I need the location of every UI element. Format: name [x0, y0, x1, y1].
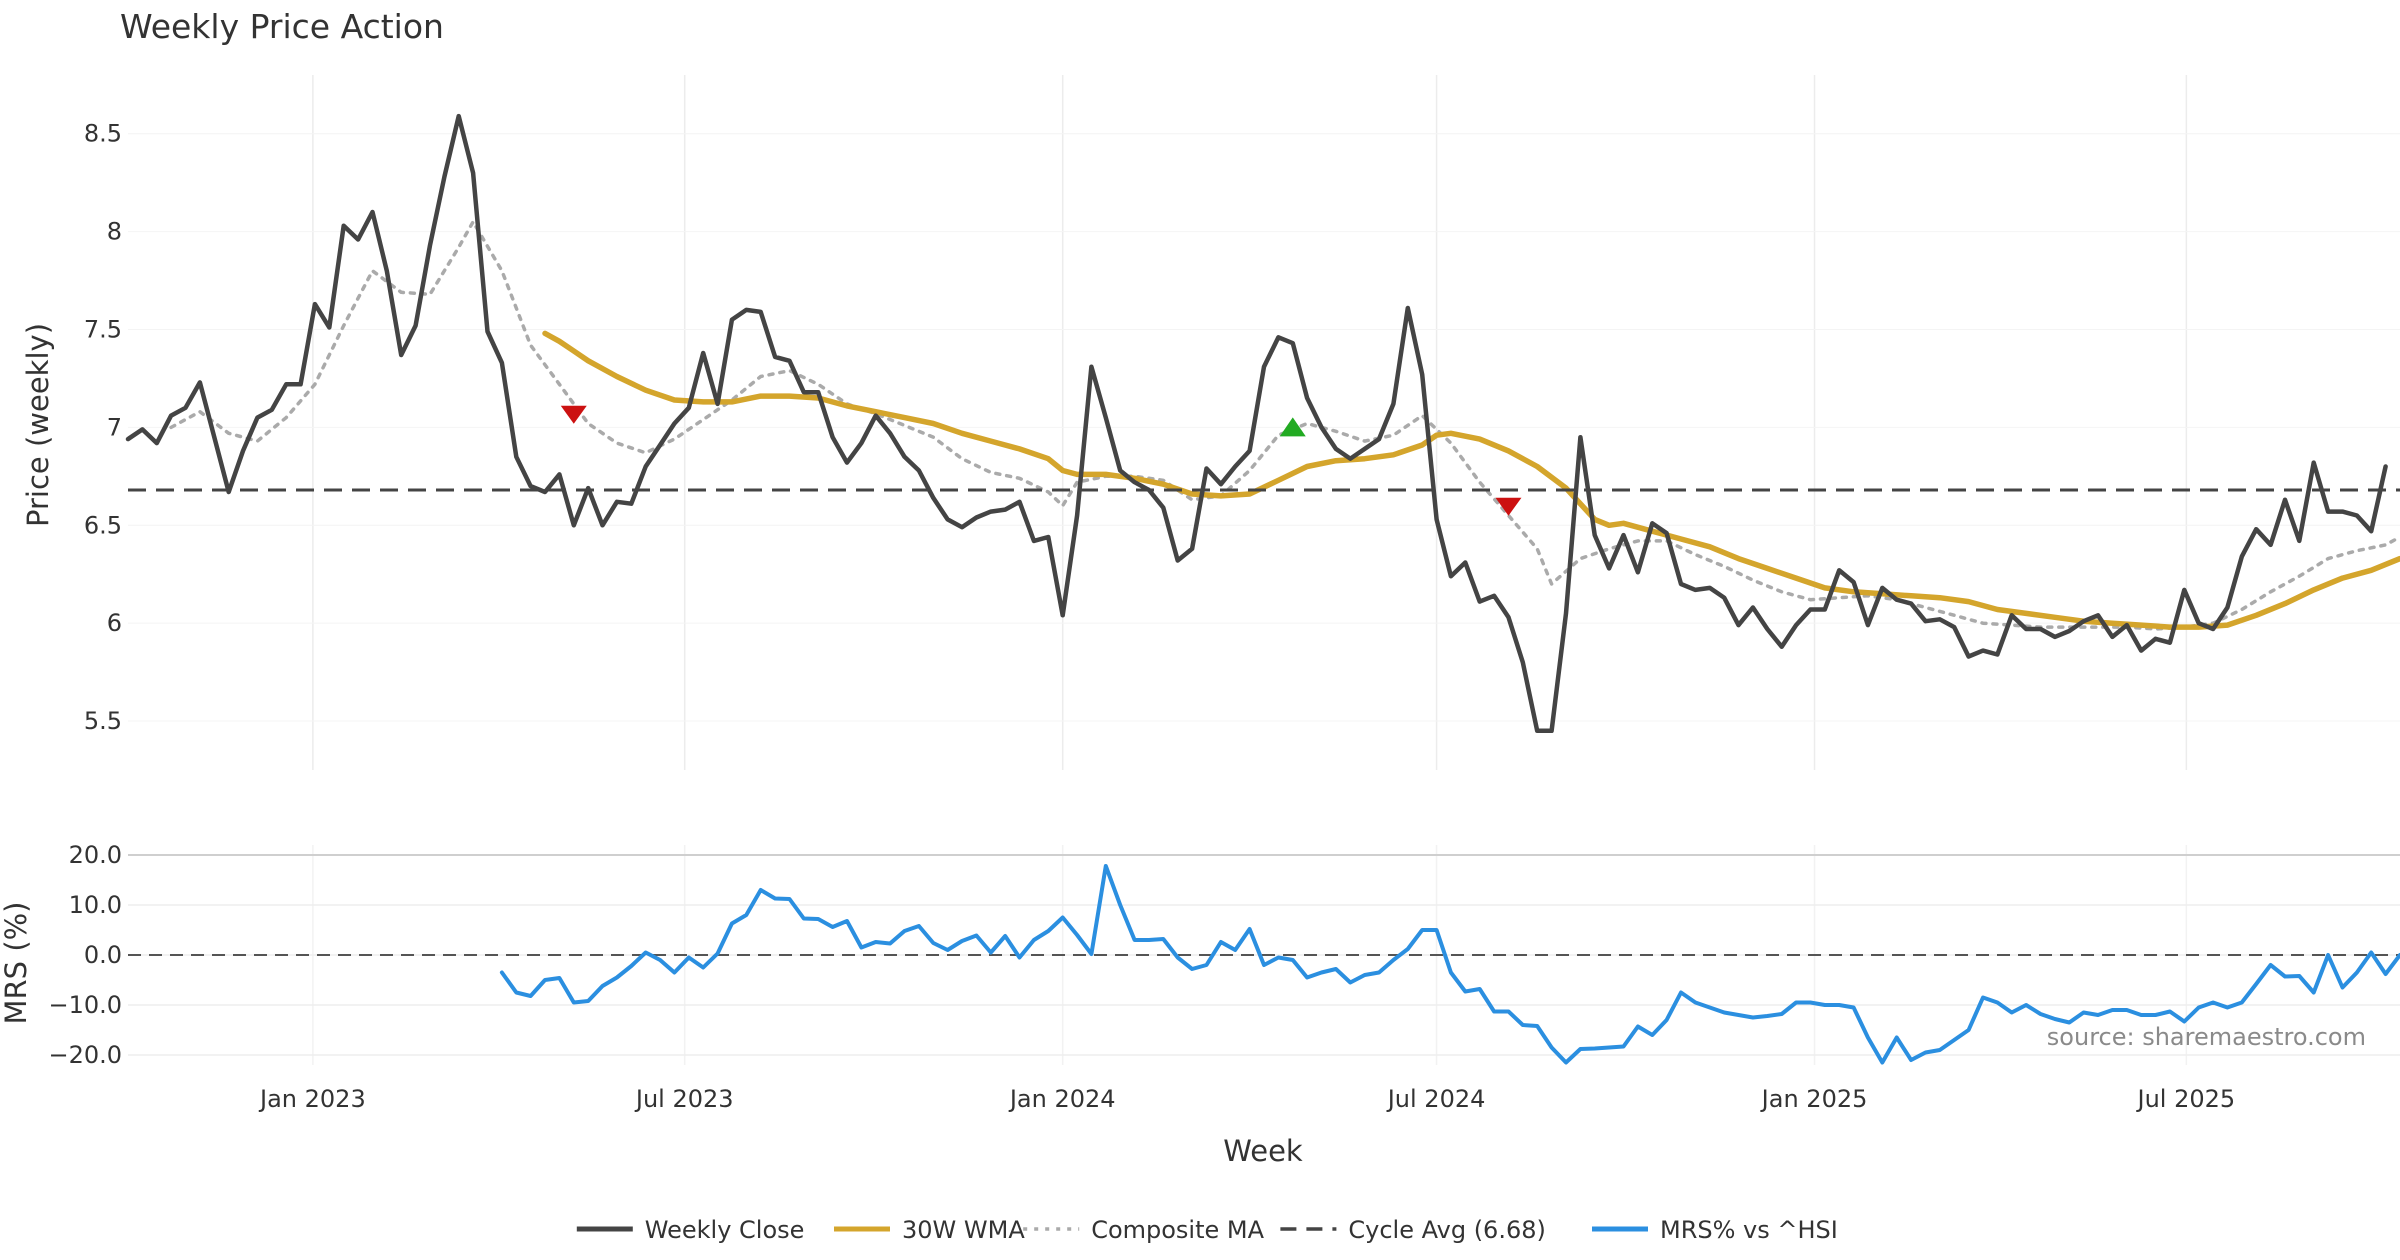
mrs-y-tick-label: −20.0: [48, 1041, 122, 1069]
mrs-y-tick-label: 20.0: [69, 841, 122, 869]
legend-label-composite-ma: Composite MA: [1091, 1216, 1264, 1244]
series-composite-ma: [169, 220, 2400, 631]
grid-layer: [128, 75, 2400, 1065]
legend-label-mrs-vs-hsi: MRS% vs ^HSI: [1660, 1216, 1838, 1244]
x-tick-label: Jan 2025: [1760, 1085, 1868, 1113]
series-weekly-close: [125, 113, 2388, 734]
x-axis-label: Week: [1223, 1134, 1303, 1168]
source-note: source: sharemaestro.com: [2047, 1023, 2366, 1051]
sell-signal-marker: [560, 405, 587, 424]
mrs-y-tick-label: −10.0: [48, 991, 122, 1019]
x-tick-label: Jan 2023: [258, 1085, 366, 1113]
price-y-tick-label: 7: [107, 413, 122, 441]
buy-signal-marker: [1279, 417, 1306, 437]
price-y-axis-label: Price (weekly): [21, 323, 55, 527]
price-panel: [125, 113, 2400, 734]
x-tick-label: Jul 2024: [1386, 1085, 1486, 1113]
price-y-tick-label: 6.5: [84, 511, 122, 539]
x-tick-label: Jul 2023: [634, 1085, 734, 1113]
legend-label-30w-wma: 30W WMA: [902, 1216, 1025, 1244]
x-tick-label: Jul 2025: [2136, 1085, 2236, 1113]
price-y-tick-label: 6: [107, 609, 122, 637]
legend: Weekly Close 30W WMA Composite MA Cycle Avg…: [576, 1216, 1838, 1244]
mrs-y-tick-label: 0.0: [84, 941, 122, 969]
chart-title: Weekly Price Action: [120, 7, 444, 46]
price-y-tick-label: 8.5: [84, 120, 122, 148]
series-30w-wma: [542, 330, 2400, 630]
mrs-y-tick-label: 10.0: [69, 891, 122, 919]
price-y-tick-label: 8: [107, 218, 122, 246]
mrs-panel: [128, 864, 2400, 1065]
legend-label-weekly-close: Weekly Close: [645, 1216, 805, 1244]
legend-label-cycle-avg-6-68: Cycle Avg (6.68): [1348, 1216, 1545, 1244]
series-mrs-vs-hsi: [499, 864, 2400, 1065]
x-tick-label: Jan 2024: [1008, 1085, 1116, 1113]
mrs-y-axis-label: MRS (%): [0, 902, 33, 1025]
price-y-tick-label: 7.5: [84, 316, 122, 344]
axis-labels: Jan 2023 Jul 2023 Jan 2024 Jul 2024 Jan 2025…: [48, 120, 2235, 1113]
sell-signal-marker: [1495, 497, 1522, 516]
price-y-tick-label: 5.5: [84, 707, 122, 735]
